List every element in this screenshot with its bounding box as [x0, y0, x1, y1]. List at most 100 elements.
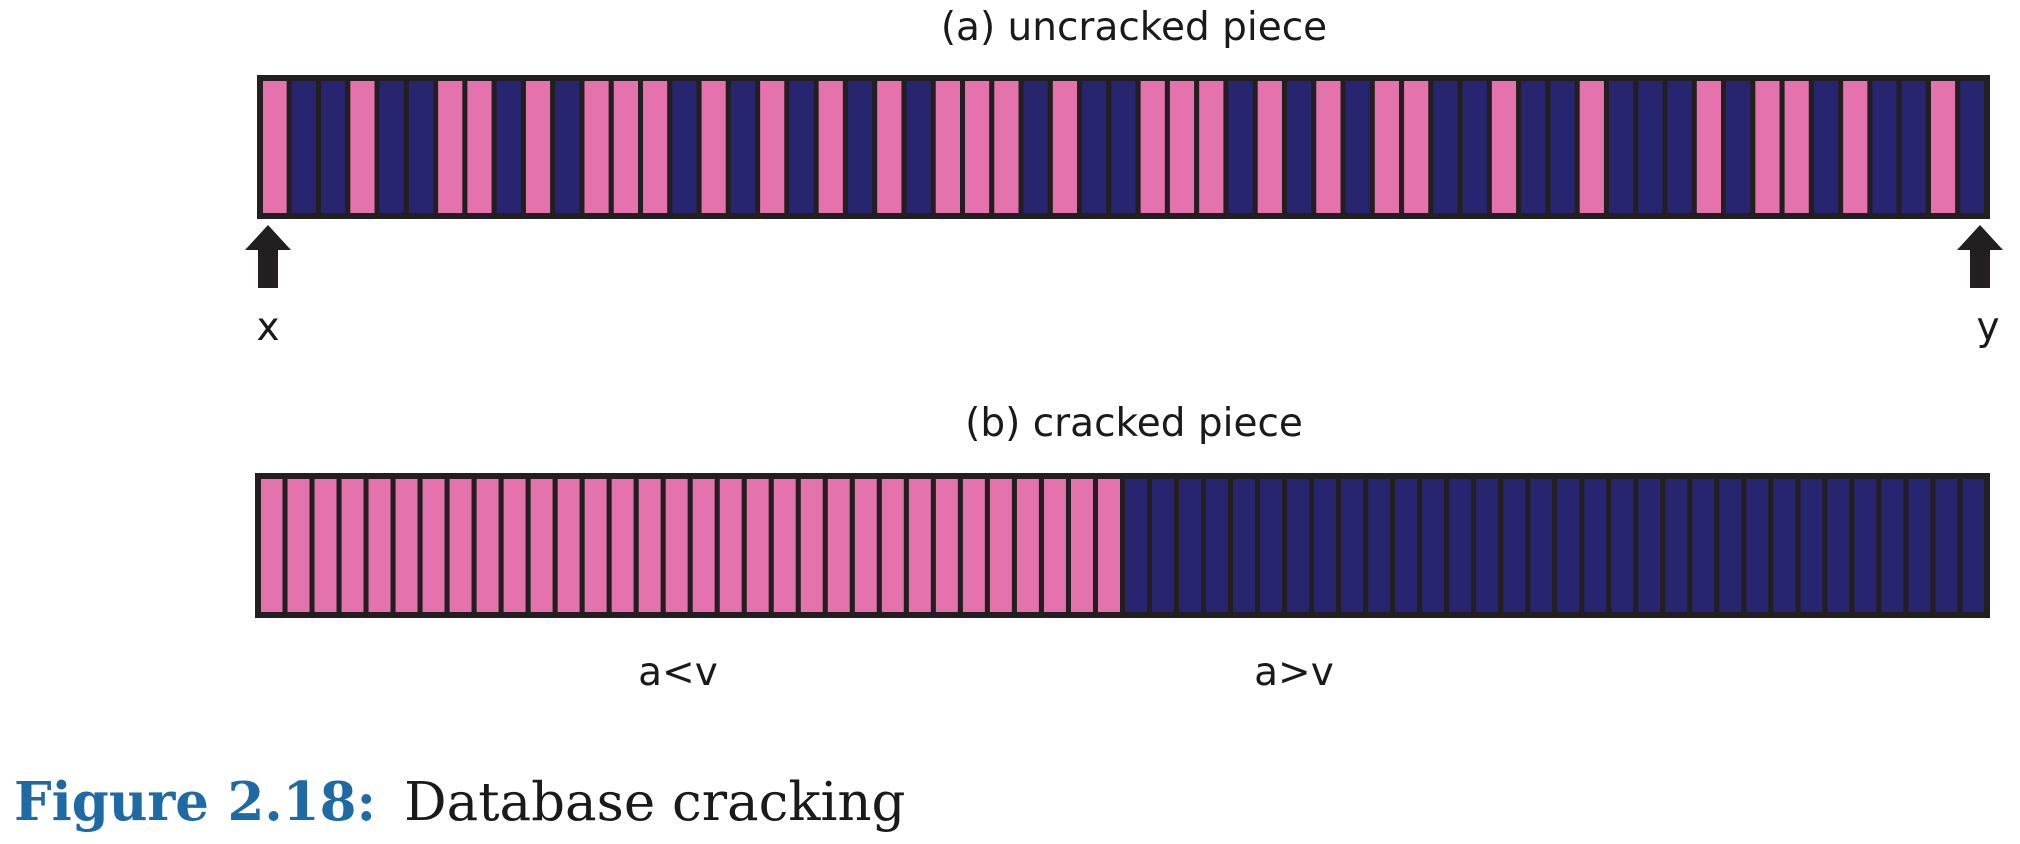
piece-b-cell	[741, 473, 774, 618]
piece-a-cell	[1574, 75, 1609, 219]
piece-b-cell	[1011, 473, 1044, 618]
piece-a-cell	[1194, 75, 1229, 219]
piece-b-cell	[1633, 473, 1666, 618]
piece-b-cell	[714, 473, 747, 618]
piece-a-cell	[1369, 75, 1405, 219]
piece-a-cell	[1662, 75, 1697, 219]
piece-a-cell	[1047, 75, 1083, 219]
piece-a-cell	[1135, 75, 1170, 219]
piece-b-cell	[1471, 473, 1504, 618]
piece-b-cell	[768, 473, 801, 618]
figure-title: Database cracking	[404, 772, 905, 833]
piece-a-cell	[872, 75, 907, 219]
piece-b-cell	[282, 473, 315, 618]
piece-a-cell	[1077, 75, 1112, 219]
piece-b-cell	[606, 473, 639, 618]
piece-b-cell	[1390, 473, 1423, 618]
pointer-x-arrow	[245, 225, 291, 288]
piece-b-cell	[687, 473, 720, 618]
piece-b-cell	[1876, 473, 1909, 618]
piece-a-cell	[1691, 75, 1727, 219]
piece-b-cell	[444, 473, 477, 618]
piece-b-cell	[1498, 473, 1531, 618]
piece-b-cell	[471, 473, 504, 618]
piece-a-cell	[1428, 75, 1463, 219]
piece-b-cell	[633, 473, 666, 618]
piece-a-cell	[1955, 75, 1990, 219]
piece-a-cell	[608, 75, 644, 219]
piece-a-cell	[374, 75, 409, 219]
piece-a-cell	[1399, 75, 1434, 219]
piece-a-cell	[403, 75, 439, 219]
piece-b-cell	[390, 473, 423, 618]
piece-b-cell	[1065, 473, 1098, 618]
piece-b-cell	[1228, 473, 1261, 618]
piece-b-cell	[1795, 473, 1828, 618]
figure-number: Figure 2.18:	[14, 771, 376, 833]
piece-b-cell	[1174, 473, 1207, 618]
piece-a-cell	[579, 75, 614, 219]
piece-a-cell	[667, 75, 702, 219]
piece-b-cell	[579, 473, 612, 618]
piece-a-cell	[960, 75, 995, 219]
piece-a-cell	[1721, 75, 1756, 219]
piece-a-cell	[1486, 75, 1522, 219]
piece-b-cell	[1309, 473, 1342, 618]
piece-b-cell	[1525, 473, 1558, 618]
piece-a-cell	[930, 75, 966, 219]
piece-b-cell	[1444, 473, 1477, 618]
piece-a-cell	[345, 75, 380, 219]
piece-b-cell	[498, 473, 531, 618]
uncracked-piece-array	[257, 75, 1990, 219]
piece-a-cell	[989, 75, 1024, 219]
piece-a-cell	[1896, 75, 1931, 219]
piece-a-cell	[316, 75, 351, 219]
piece-a-cell	[725, 75, 761, 219]
piece-b-cell	[1092, 473, 1125, 618]
piece-b-cell	[1714, 473, 1747, 618]
piece-b-cell	[1741, 473, 1774, 618]
piece-b-cell	[930, 473, 963, 618]
piece-b-cell	[1201, 473, 1234, 618]
piece-b-cell	[849, 473, 882, 618]
piece-b-cell	[660, 473, 693, 618]
piece-a-cell	[520, 75, 556, 219]
piece-b-cell	[417, 473, 450, 618]
piece-a-cell	[1779, 75, 1814, 219]
region-low-label: a<v	[638, 650, 718, 695]
piece-b-cell	[1363, 473, 1396, 618]
pointer-y-arrow-shape	[1957, 225, 2003, 288]
piece-b-cell	[795, 473, 828, 618]
piece-a-cell	[755, 75, 790, 219]
piece-b-cell	[1417, 473, 1450, 618]
piece-a-cell	[842, 75, 878, 219]
pointer-x-arrow-shape	[245, 225, 291, 288]
piece-a-cell	[1925, 75, 1961, 219]
title-cracked-piece: (b) cracked piece	[965, 401, 1303, 446]
piece-a-cell	[1750, 75, 1785, 219]
figure-caption: Figure 2.18: Database cracking	[14, 771, 905, 833]
piece-a-cell	[550, 75, 585, 219]
region-high-label: a>v	[1254, 650, 1334, 695]
piece-b-cell	[1957, 473, 1990, 618]
piece-a-cell	[286, 75, 322, 219]
piece-b-cell	[336, 473, 369, 618]
pointer-y-label: y	[1976, 305, 1999, 350]
piece-b-cell	[1822, 473, 1855, 618]
piece-b-cell	[255, 473, 288, 618]
piece-b-cell	[1930, 473, 1963, 618]
piece-b-cell	[525, 473, 558, 618]
piece-b-cell	[1660, 473, 1693, 618]
piece-a-cell	[784, 75, 819, 219]
piece-b-cell	[1147, 473, 1180, 618]
piece-b-cell	[984, 473, 1017, 618]
piece-b-cell	[1120, 473, 1153, 618]
piece-a-cell	[1808, 75, 1844, 219]
piece-a-cell	[1603, 75, 1639, 219]
piece-a-cell	[1633, 75, 1668, 219]
piece-a-cell	[696, 75, 731, 219]
piece-b-cell	[1606, 473, 1639, 618]
piece-b-cell	[1255, 473, 1288, 618]
piece-a-cell	[1164, 75, 1200, 219]
